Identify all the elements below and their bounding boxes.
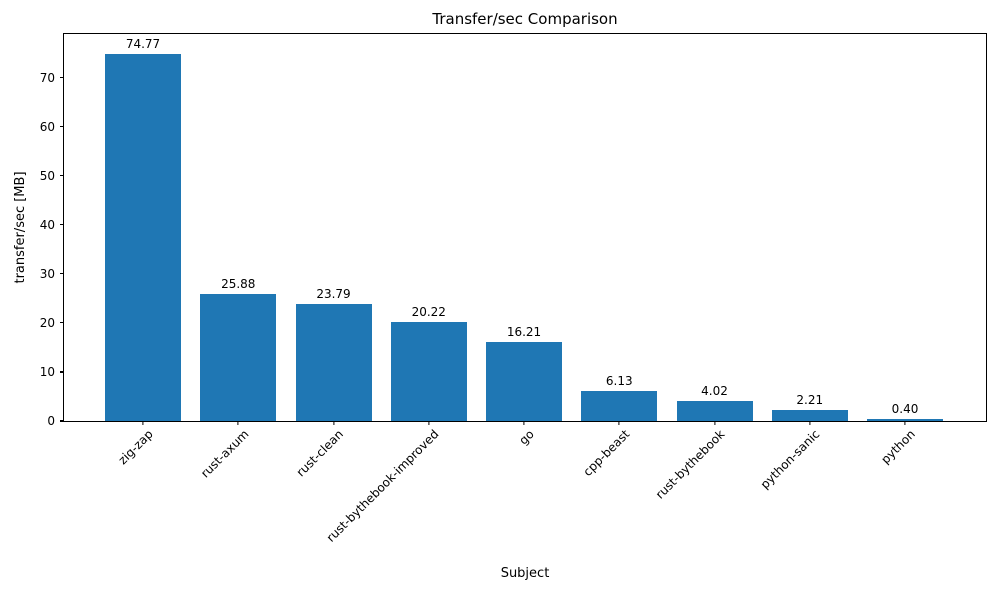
y-tick-label: 50 [39,168,55,183]
y-tick [60,273,64,275]
x-tick-label: python-sanic [757,427,823,492]
x-tick-label: rust-bythebook-improved [323,427,442,545]
bar-value-label: 0.40 [891,402,919,417]
y-tick-label: 20 [39,315,55,330]
x-tick [428,421,430,425]
x-tick [809,421,811,425]
bar-rust-bythebook [676,401,753,421]
bar-value-label: 25.88 [221,277,256,292]
bar-zig-zap [105,54,181,421]
bar-value-label: 4.02 [701,384,728,399]
y-tick [60,371,64,373]
x-tick-label: zig-zap [115,427,156,468]
y-tick [60,126,64,128]
y-tick-label: 40 [39,217,55,232]
x-tick [237,421,239,425]
y-tick [60,224,64,226]
x-tick [332,421,335,425]
bar-cpp-beast [581,390,658,421]
y-tick [60,420,64,422]
y-tick [60,77,64,79]
bar-rust-axum [200,294,277,421]
y-tick-label: 60 [39,119,55,134]
x-tick-label: python [878,427,918,467]
bar-value-label: 2.21 [796,393,824,408]
y-axis-label: transfer/sec [MB] [13,171,28,284]
x-axis-label: Subject [500,566,550,581]
chart-title: Transfer/sec Comparison [432,10,618,28]
y-tick-label: 70 [39,70,55,85]
x-tick [523,421,525,425]
x-tick [904,421,906,425]
x-tick-label: rust-axum [197,427,252,481]
bar-value-label: 6.13 [605,373,633,388]
x-tick-label: rust-clean [293,427,347,480]
bar-value-label: 74.77 [125,37,161,52]
plot-area: 0 10 20 30 40 50 60 70 74.77 zig-zap 25.88 rust-axu… [40,33,987,545]
y-tick-label: 0 [47,414,55,428]
y-tick [60,322,64,324]
x-tick-label: go [516,427,537,448]
y-tick-label: 30 [39,266,55,281]
x-tick [618,421,620,425]
x-tick [142,421,144,425]
x-tick-label: rust-bythebook [652,427,728,502]
bar-python-sanic [771,410,848,421]
bar-value-label: 16.21 [506,324,542,339]
x-tick [713,421,716,425]
y-tick-label: 10 [39,364,55,379]
bar-value-label: 20.22 [411,304,446,319]
bar-value-label: 23.79 [316,287,351,302]
bar-python [867,419,943,421]
bar-rust-clean [295,304,372,421]
x-tick-label: cpp-beast [580,427,633,479]
y-tick [60,175,64,177]
bar-rust-bythebook-improved [390,321,467,421]
bar-go [486,341,562,421]
